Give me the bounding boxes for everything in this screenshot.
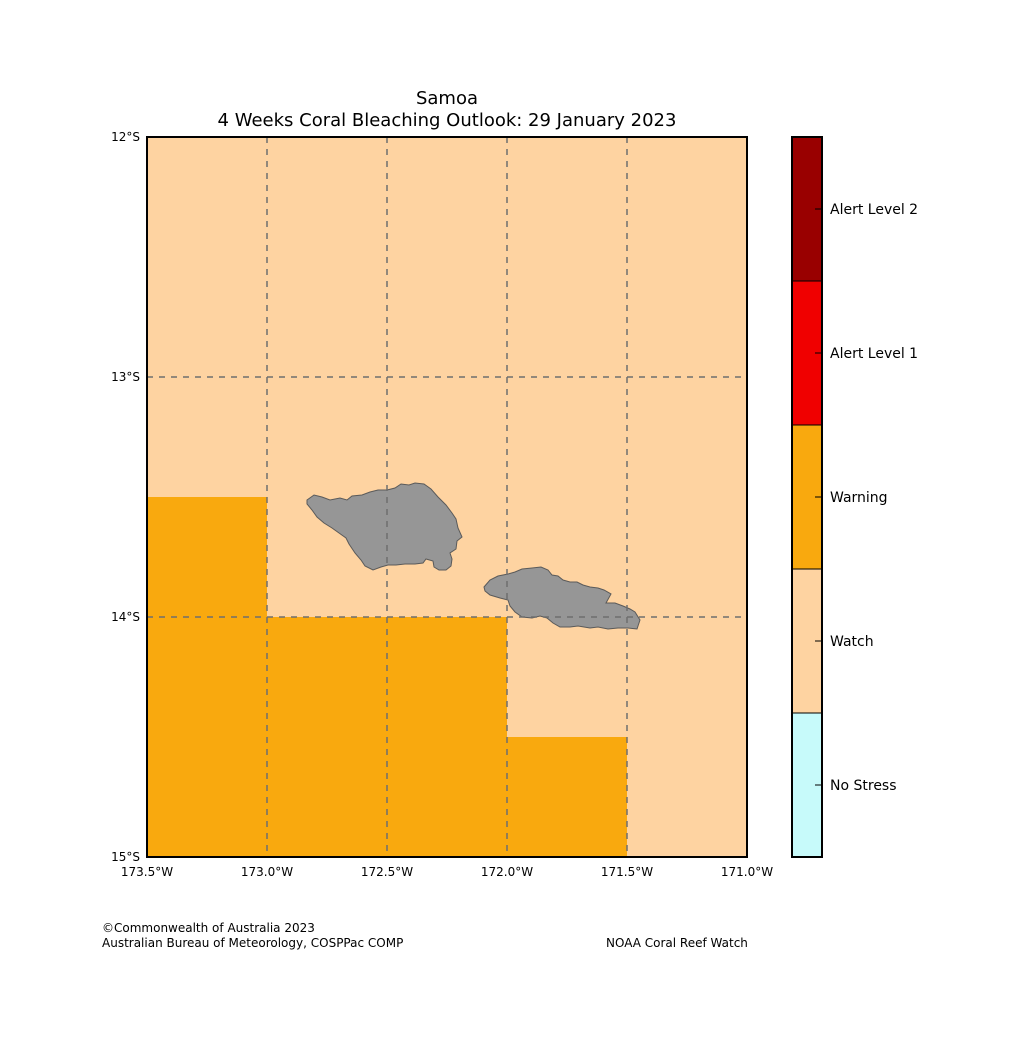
lon-tick-label: 171.0°W	[721, 865, 773, 879]
warning-area-1	[147, 497, 267, 857]
map-frame	[146, 136, 748, 858]
gridlines	[147, 137, 747, 857]
legend-label: Alert Level 2	[830, 202, 918, 218]
latitude-ticks: 12°S 13°S 14°S 15°S	[111, 130, 140, 864]
noaa-credit: NOAA Coral Reef Watch	[606, 936, 748, 950]
lon-tick-label: 173.5°W	[121, 865, 173, 879]
lon-tick-label: 172.0°W	[481, 865, 533, 879]
island-upolu	[483, 566, 641, 630]
legend-colorbar: Alert Level 2 Alert Level 1 Warning Watch No…	[791, 136, 918, 858]
lon-tick-label: 171.5°W	[601, 865, 653, 879]
copyright-line: ©Commonwealth of Australia 2023	[102, 921, 315, 935]
legend-label: No Stress	[830, 778, 897, 794]
legend-label: Watch	[830, 634, 874, 650]
lon-tick-label: 172.5°W	[361, 865, 413, 879]
bureau-line: Australian Bureau of Meteorology, COSPPa…	[102, 936, 404, 950]
lon-tick-label: 173.0°W	[241, 865, 293, 879]
island-savaii	[306, 482, 463, 571]
map-title: Samoa	[415, 88, 479, 109]
map-area	[146, 136, 748, 858]
lat-tick-label: 14°S	[111, 610, 140, 624]
warning-area-3	[507, 737, 627, 857]
lat-tick-label: 12°S	[111, 130, 140, 144]
warning-layer	[147, 497, 627, 857]
legend-label: Warning	[830, 490, 888, 506]
lat-tick-label: 13°S	[111, 370, 140, 384]
legend-frame	[791, 136, 823, 858]
map-subtitle: 4 Weeks Coral Bleaching Outlook: 29 Janu…	[217, 110, 677, 131]
legend-label: Alert Level 1	[830, 346, 918, 362]
longitude-ticks: 173.5°W 173.0°W 172.5°W 172.0°W 171.5°W 171.0…	[121, 865, 773, 879]
copyright-credit: ©Commonwealth of Australia 2023 Australi…	[102, 921, 403, 951]
lat-tick-label: 15°S	[111, 850, 140, 864]
